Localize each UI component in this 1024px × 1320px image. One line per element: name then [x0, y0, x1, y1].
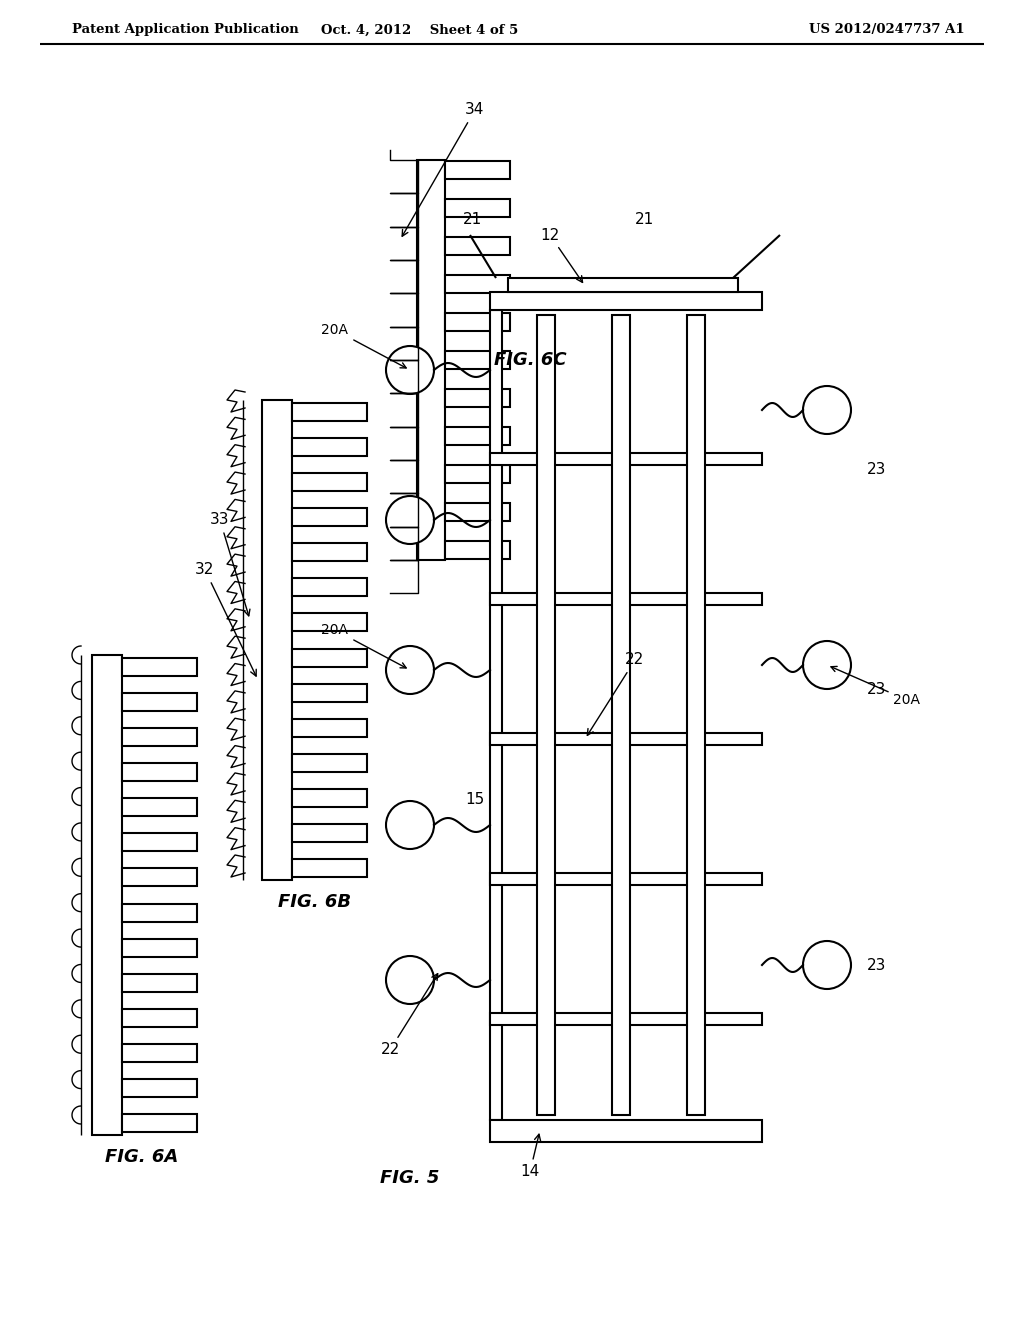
Bar: [292, 718, 367, 737]
Bar: [122, 903, 197, 921]
Bar: [292, 508, 367, 527]
Bar: [122, 693, 197, 711]
Bar: [292, 754, 367, 772]
Bar: [490, 593, 762, 605]
Text: Patent Application Publication: Patent Application Publication: [72, 24, 299, 37]
Bar: [122, 763, 197, 781]
Bar: [490, 1012, 762, 1026]
Bar: [417, 160, 445, 560]
Bar: [445, 541, 510, 558]
Bar: [292, 473, 367, 491]
Bar: [122, 939, 197, 957]
Bar: [490, 453, 762, 465]
Bar: [612, 315, 630, 1115]
Text: 34: 34: [402, 103, 484, 236]
Text: 23: 23: [867, 682, 887, 697]
Text: 21: 21: [463, 213, 481, 227]
Bar: [122, 729, 197, 746]
Bar: [292, 859, 367, 876]
Text: FIG. 6B: FIG. 6B: [279, 894, 351, 911]
Bar: [122, 833, 197, 851]
Text: US 2012/0247737 A1: US 2012/0247737 A1: [809, 24, 965, 37]
Circle shape: [386, 956, 434, 1005]
Circle shape: [386, 645, 434, 694]
Bar: [445, 389, 510, 407]
Bar: [122, 1044, 197, 1061]
Bar: [292, 614, 367, 631]
Bar: [445, 465, 510, 483]
Bar: [122, 1078, 197, 1097]
Circle shape: [803, 941, 851, 989]
Bar: [490, 873, 762, 884]
Bar: [490, 292, 762, 310]
Text: 12: 12: [541, 227, 583, 282]
Bar: [122, 1114, 197, 1133]
Bar: [292, 648, 367, 667]
Text: Oct. 4, 2012    Sheet 4 of 5: Oct. 4, 2012 Sheet 4 of 5: [322, 24, 518, 37]
Bar: [292, 684, 367, 702]
Bar: [92, 655, 122, 1135]
Text: 32: 32: [196, 562, 256, 676]
Text: 21: 21: [635, 213, 654, 227]
Bar: [445, 238, 510, 255]
Bar: [445, 199, 510, 216]
Text: 20A: 20A: [830, 667, 921, 708]
Bar: [292, 403, 367, 421]
Bar: [490, 1119, 762, 1142]
Bar: [262, 400, 292, 880]
Bar: [445, 426, 510, 445]
Bar: [122, 657, 197, 676]
Text: 23: 23: [867, 957, 887, 973]
Bar: [292, 544, 367, 561]
Bar: [445, 161, 510, 180]
Text: 20A: 20A: [322, 323, 407, 368]
Bar: [508, 279, 738, 292]
Bar: [292, 824, 367, 842]
Circle shape: [803, 385, 851, 434]
Bar: [445, 351, 510, 370]
Text: 22: 22: [588, 652, 645, 735]
Text: FIG. 6A: FIG. 6A: [105, 1148, 178, 1166]
Circle shape: [386, 346, 434, 393]
Text: 14: 14: [520, 1134, 541, 1180]
Text: 15: 15: [465, 792, 484, 808]
Bar: [490, 310, 502, 1119]
Bar: [445, 503, 510, 521]
Text: FIG. 5: FIG. 5: [380, 1170, 439, 1187]
Text: 20A: 20A: [322, 623, 407, 668]
Bar: [122, 1008, 197, 1027]
Bar: [292, 578, 367, 597]
Bar: [445, 275, 510, 293]
Circle shape: [803, 642, 851, 689]
Text: 22: 22: [380, 974, 437, 1057]
Bar: [122, 799, 197, 816]
Bar: [122, 869, 197, 887]
Text: FIG. 6C: FIG. 6C: [494, 351, 566, 370]
Circle shape: [386, 496, 434, 544]
Bar: [292, 789, 367, 807]
Bar: [490, 733, 762, 744]
Text: 23: 23: [867, 462, 887, 478]
Bar: [687, 315, 705, 1115]
Bar: [292, 438, 367, 457]
Circle shape: [386, 801, 434, 849]
Bar: [122, 974, 197, 991]
Bar: [537, 315, 555, 1115]
Text: 33: 33: [210, 512, 250, 616]
Bar: [445, 313, 510, 331]
